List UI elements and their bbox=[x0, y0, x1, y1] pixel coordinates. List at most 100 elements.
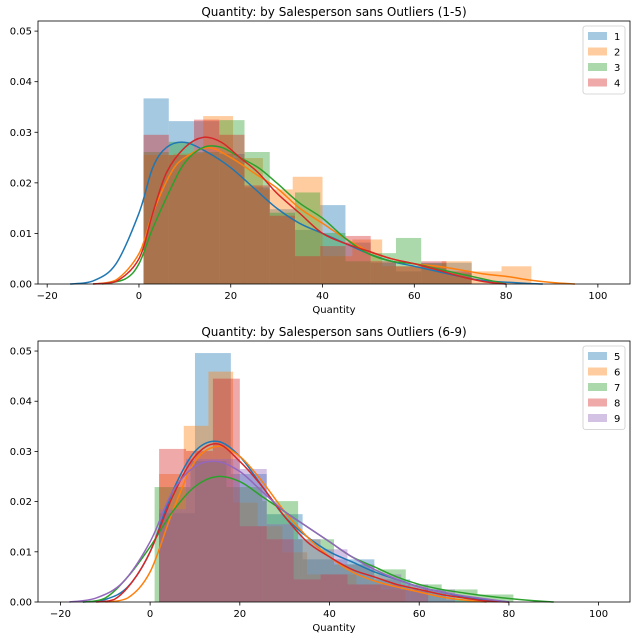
y-tick-label: 0.04 bbox=[10, 77, 32, 88]
histogram-bar bbox=[143, 98, 169, 284]
histogram-bar bbox=[298, 539, 334, 602]
histogram-bar bbox=[186, 450, 213, 602]
histogram-bar bbox=[446, 599, 482, 602]
x-tick-label: 0 bbox=[147, 609, 153, 620]
histogram-bar bbox=[168, 155, 195, 284]
histogram-bar bbox=[395, 271, 422, 284]
x-axis-label: Quantity bbox=[312, 623, 355, 634]
kde-line-4 bbox=[92, 136, 507, 285]
kde-line-8 bbox=[96, 443, 509, 603]
chart-1: −20 0 20 40 60 80 100 0.00 0.01 0.02 0.03 0.04 0.05 Q… bbox=[10, 5, 631, 316]
x-tick-label: −20 bbox=[50, 609, 71, 620]
histogram-bar bbox=[194, 121, 220, 284]
histogram-bar bbox=[320, 574, 348, 602]
histogram-bar bbox=[381, 589, 406, 602]
histogram-bar bbox=[269, 215, 295, 284]
histogram-bar bbox=[219, 134, 245, 284]
legend-label: 4 bbox=[614, 79, 620, 90]
histogram-bar bbox=[331, 574, 357, 602]
y-tick-label: 0.05 bbox=[10, 347, 32, 358]
legend-label: 5 bbox=[614, 352, 620, 363]
histogram-bar bbox=[322, 256, 353, 284]
legend-label: 7 bbox=[614, 383, 620, 394]
legend-label: 2 bbox=[614, 48, 620, 59]
histogram-bar bbox=[293, 539, 321, 602]
x-tick-label: 20 bbox=[233, 609, 246, 620]
series-8-bars bbox=[159, 378, 429, 602]
histogram-bar bbox=[186, 458, 213, 602]
x-tick-label: 100 bbox=[588, 291, 607, 302]
histogram-bar bbox=[262, 501, 299, 602]
histogram-bar bbox=[370, 261, 396, 284]
histogram-bar bbox=[446, 273, 472, 284]
histogram-bar bbox=[257, 526, 283, 602]
histogram-bar bbox=[347, 584, 375, 602]
x-tick-label: 20 bbox=[224, 291, 237, 302]
y-tick-label: 0.04 bbox=[10, 397, 32, 408]
x-tick-label: 100 bbox=[589, 609, 608, 620]
x-axis-label: Quantity bbox=[312, 305, 355, 316]
histogram-bar bbox=[168, 121, 195, 284]
chart-title: Quantity: by Salesperson sans Outliers (… bbox=[201, 325, 466, 339]
chart-2: −20 0 20 40 60 80 100 0.00 0.01 0.02 0.03 0.04 0.05 Q… bbox=[10, 325, 631, 634]
histogram-bar bbox=[203, 116, 234, 284]
histogram-bar bbox=[421, 262, 447, 284]
x-tick-label: 80 bbox=[500, 291, 513, 302]
histogram-bar bbox=[320, 549, 348, 602]
histogram-bar bbox=[356, 584, 382, 602]
histogram-bar bbox=[501, 266, 532, 284]
histogram-bar bbox=[293, 579, 321, 602]
histogram-bar bbox=[173, 153, 204, 284]
x-tick-label: 60 bbox=[408, 291, 421, 302]
legend-swatch bbox=[588, 32, 607, 40]
x-tick-label: 40 bbox=[323, 609, 336, 620]
chart-title: Quantity: by Salesperson sans Outliers (… bbox=[201, 5, 466, 19]
histogram-bar bbox=[320, 246, 346, 284]
kde-line-9 bbox=[69, 460, 510, 603]
legend-label: 8 bbox=[614, 399, 620, 410]
histogram-bar bbox=[143, 151, 169, 284]
histogram-bar bbox=[244, 187, 270, 284]
legend: 5 6 7 8 9 bbox=[582, 345, 626, 430]
legend-label: 6 bbox=[614, 368, 620, 379]
legend-label: 3 bbox=[614, 63, 620, 74]
y-tick-label: 0.01 bbox=[10, 229, 32, 240]
x-tick-label: 60 bbox=[413, 609, 426, 620]
y-tick-label: 0.02 bbox=[10, 497, 32, 508]
y-tick-label: 0.00 bbox=[10, 598, 32, 609]
series-5-bars bbox=[159, 353, 482, 602]
x-tick-label: 40 bbox=[316, 291, 329, 302]
legend-swatch bbox=[588, 63, 607, 71]
y-tick-label: 0.00 bbox=[10, 280, 32, 291]
histogram-bar bbox=[233, 158, 263, 284]
y-tick-label: 0.01 bbox=[10, 547, 32, 558]
histogram-bar bbox=[244, 185, 270, 284]
histogram-bar bbox=[395, 266, 422, 284]
histogram-bar bbox=[190, 460, 227, 602]
histogram-bar bbox=[208, 371, 234, 602]
histogram-bar bbox=[282, 552, 308, 602]
histogram-bar bbox=[239, 468, 267, 602]
legend-swatch bbox=[588, 398, 607, 407]
histogram-bar bbox=[307, 574, 332, 602]
histogram-bar bbox=[143, 134, 169, 284]
histogram-bar bbox=[233, 502, 258, 602]
histogram-bar bbox=[194, 119, 220, 284]
y-tick-label: 0.05 bbox=[10, 27, 32, 38]
histogram-bar bbox=[262, 189, 293, 284]
legend-swatch bbox=[588, 352, 607, 360]
histogram-bar bbox=[345, 261, 371, 284]
series-4-bars bbox=[143, 119, 472, 284]
x-tick-label: −20 bbox=[37, 291, 58, 302]
axes-frame bbox=[37, 20, 631, 285]
histogram-bar bbox=[212, 378, 240, 602]
histogram-bar bbox=[159, 509, 186, 602]
histogram-bar bbox=[477, 594, 514, 602]
y-tick-label: 0.02 bbox=[10, 178, 32, 189]
histogram-bar bbox=[294, 229, 321, 284]
legend-label: 1 bbox=[614, 32, 620, 43]
legend-swatch bbox=[588, 367, 607, 376]
legend-box bbox=[582, 345, 626, 430]
histogram-bar bbox=[374, 584, 402, 602]
axes-frame bbox=[37, 340, 631, 603]
